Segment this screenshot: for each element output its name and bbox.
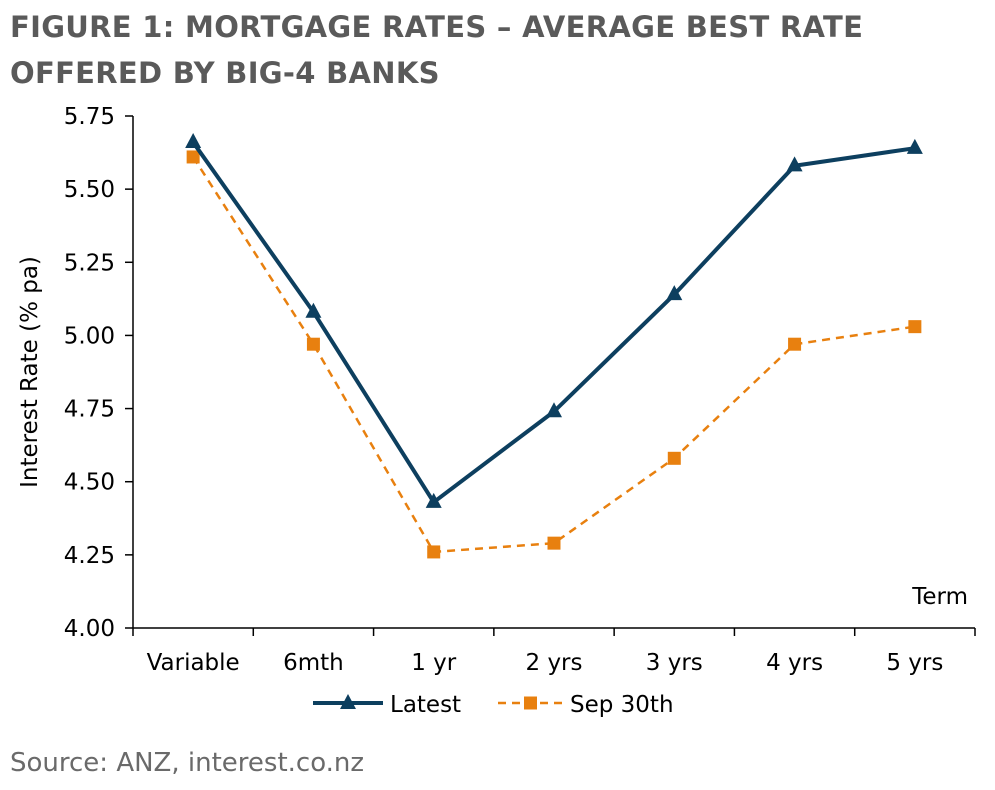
x-tick-label: 4 yrs (766, 650, 823, 676)
x-tick-label: 2 yrs (526, 650, 583, 676)
y-axis-label: Interest Rate (% pa) (17, 256, 43, 488)
x-tick-label: 6mth (283, 650, 344, 676)
data-point-triangle (185, 133, 202, 149)
data-point-triangle (425, 492, 442, 508)
x-tick-label: 3 yrs (646, 650, 703, 676)
y-tick-label: 4.75 (64, 397, 115, 423)
source-note: Source: ANZ, interest.co.nz (10, 748, 365, 778)
series-line (192, 156, 916, 554)
y-axis: 4.00 4.25 4.50 4.75 5.00 5.25 5.50 5.75 (64, 104, 134, 642)
data-point-square (547, 536, 561, 550)
y-tick-label: 4.50 (64, 470, 115, 496)
legend-label: Latest (390, 692, 461, 718)
data-point-square (908, 320, 922, 334)
series-sep-30th (186, 150, 922, 559)
data-point-triangle (546, 402, 562, 418)
data-point-triangle (906, 138, 923, 154)
data-point-square (427, 545, 441, 559)
legend: Latest Sep 30th (313, 692, 674, 718)
x-tick-label: 5 yrs (886, 650, 943, 676)
series-line (191, 141, 916, 505)
data-point-triangle (305, 302, 322, 318)
data-point-triangle (666, 285, 683, 301)
legend-item: Latest (313, 692, 461, 718)
y-tick-label: 5.50 (64, 177, 115, 203)
legend-label: Sep 30th (570, 692, 674, 718)
chart-title: FIGURE 1: MORTGAGE RATES – AVERAGE BEST … (10, 10, 864, 90)
legend-marker-triangle (340, 694, 356, 709)
y-tick-label: 5.00 (64, 323, 115, 349)
data-point-square (186, 150, 200, 164)
y-tick-label: 4.25 (64, 543, 115, 569)
data-point-triangle (786, 156, 803, 172)
legend-item: Sep 30th (498, 692, 674, 718)
y-tick-label: 5.25 (64, 250, 115, 276)
data-point-square (306, 337, 320, 351)
x-axis: Variable 6mth 1 yr 2 yrs 3 yrs 4 yrs 5 yrs (132, 627, 976, 676)
legend-marker-square (524, 696, 537, 710)
y-tick-label: 4.00 (64, 616, 115, 642)
y-tick-label: 5.75 (64, 104, 115, 130)
series-layer (185, 133, 923, 559)
data-point-square (667, 451, 681, 465)
series-latest (185, 133, 923, 508)
x-axis-label: Term (911, 584, 968, 610)
data-point-square (788, 337, 802, 351)
x-tick-label: 1 yr (411, 650, 457, 676)
x-tick-label: Variable (147, 650, 240, 676)
